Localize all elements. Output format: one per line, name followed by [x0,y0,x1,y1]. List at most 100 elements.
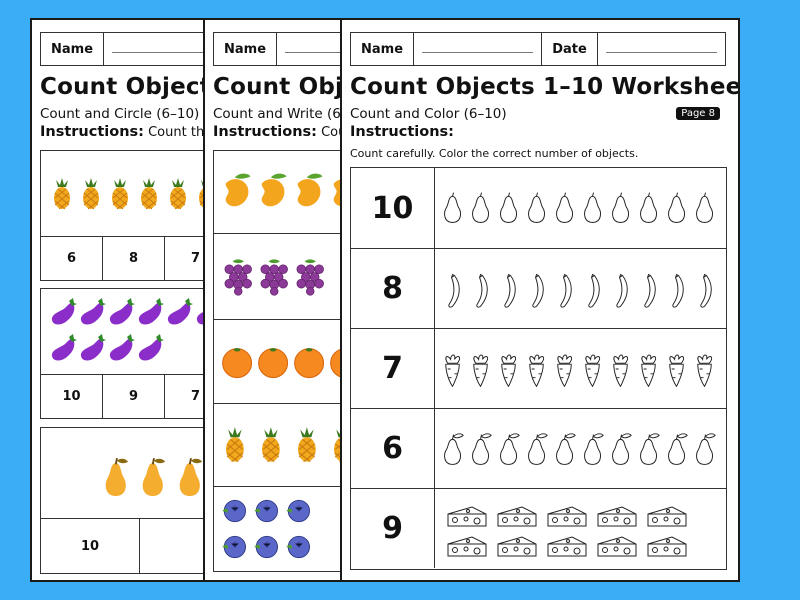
pear-icon [99,457,135,501]
instructions: Instructions: Count the [40,124,212,140]
pear-leaf-outline-icon [440,424,467,474]
worksheet-count-and-circle: Name Count Objects 1–10 Worksheets Count… [30,18,230,582]
banana-outline-icon [440,256,467,322]
banana-outline-icon [468,256,495,322]
pear-leaf-outline-icon [664,424,691,474]
mango-icon [256,172,288,212]
banana-outline-icon [636,256,663,322]
target-number: 10 [351,168,435,248]
carrot-outline-icon [608,344,635,394]
date-field[interactable] [598,33,725,65]
carrot-outline-icon [580,344,607,394]
eggplant-icon [165,296,193,332]
banana-outline-icon [496,256,523,322]
orange-icon [292,342,324,382]
pear-outline-icon [664,183,691,233]
target-number: 7 [351,329,435,408]
count-row: 6 [351,408,726,488]
eggplant-icon [107,332,135,368]
pineapple-icon [49,176,77,212]
pear-outline-icon [440,183,467,233]
answer-option[interactable]: 6 [41,237,103,280]
pear-leaf-outline-icon [636,424,663,474]
objects-to-color[interactable] [435,168,726,248]
carrot-outline-icon [468,344,495,394]
name-field[interactable]: Name [40,32,230,66]
pear-leaf-outline-icon [608,424,635,474]
pear-leaf-outline-icon [496,424,523,474]
banana-outline-icon [664,256,691,322]
answer-option[interactable]: 8 [103,237,165,280]
blueberry-icon [220,495,248,527]
pear-icon [136,457,172,501]
carrot-outline-icon [692,344,719,394]
grapes-icon [292,257,324,297]
pear-leaf-outline-icon [692,424,719,474]
banana-outline-icon [580,256,607,322]
page-title: Count Objects 1–10 Worksheets [350,74,740,100]
pear-outline-icon [468,183,495,233]
pear-outline-icon [524,183,551,233]
carrot-outline-icon [440,344,467,394]
cheese-outline-icon [545,531,587,557]
count-row: 10 [351,168,726,248]
pear-outline-icon [580,183,607,233]
cheese-outline-icon [595,531,637,557]
orange-icon [220,342,252,382]
page-title: Count Objects 1–10 Worksheets [40,74,230,100]
cheese-outline-icon [595,501,637,527]
answer-option[interactable]: 9 [103,375,165,418]
target-number: 9 [351,489,435,568]
question-box: 1097 [40,288,230,419]
pear-outline-icon [552,183,579,233]
instructions: Instructions: Count [213,124,360,140]
objects-to-color[interactable] [435,249,726,328]
grapes-icon [256,257,288,297]
banana-outline-icon [524,256,551,322]
objects-to-color[interactable] [435,489,726,568]
cheese-outline-icon [495,501,537,527]
blueberry-icon [220,531,248,563]
objects-to-color[interactable] [435,409,726,488]
banana-outline-icon [608,256,635,322]
blueberry-icon [252,495,280,527]
objects-to-color[interactable] [435,329,726,408]
carrot-outline-icon [524,344,551,394]
name-label: Name [351,33,414,65]
name-field[interactable] [414,33,542,65]
question-box: 687 [40,150,230,281]
cheese-outline-icon [645,501,687,527]
pear-outline-icon [608,183,635,233]
carrot-outline-icon [496,344,523,394]
count-row: 7 [351,328,726,408]
blueberry-icon [252,531,280,563]
answer-option[interactable]: 10 [41,375,103,418]
carrot-outline-icon [552,344,579,394]
pear-outline-icon [636,183,663,233]
pear-leaf-outline-icon [524,424,551,474]
cheese-outline-icon [545,501,587,527]
pineapple-icon [165,176,193,212]
answer-option[interactable]: 10 [41,519,140,573]
eggplant-icon [136,296,164,332]
target-number: 8 [351,249,435,328]
eggplant-icon [49,296,77,332]
name-label: Name [41,33,104,65]
pear-leaf-outline-icon [580,424,607,474]
target-number: 6 [351,409,435,488]
banana-outline-icon [692,256,719,322]
orange-icon [256,342,288,382]
instructions-label: Instructions: [350,124,454,140]
mango-icon [292,172,324,212]
date-label: Date [542,33,598,65]
eggplant-icon [49,332,77,368]
count-table: 108769 [350,167,727,570]
carrot-outline-icon [636,344,663,394]
pineapple-icon [256,425,288,465]
pear-leaf-outline-icon [468,424,495,474]
blueberry-icon [284,531,312,563]
pear-leaf-outline-icon [552,424,579,474]
pineapple-icon [78,176,106,212]
pear-outline-icon [692,183,719,233]
worksheet-count-and-color: Name Date Count Objects 1–10 Worksheets … [340,18,740,582]
